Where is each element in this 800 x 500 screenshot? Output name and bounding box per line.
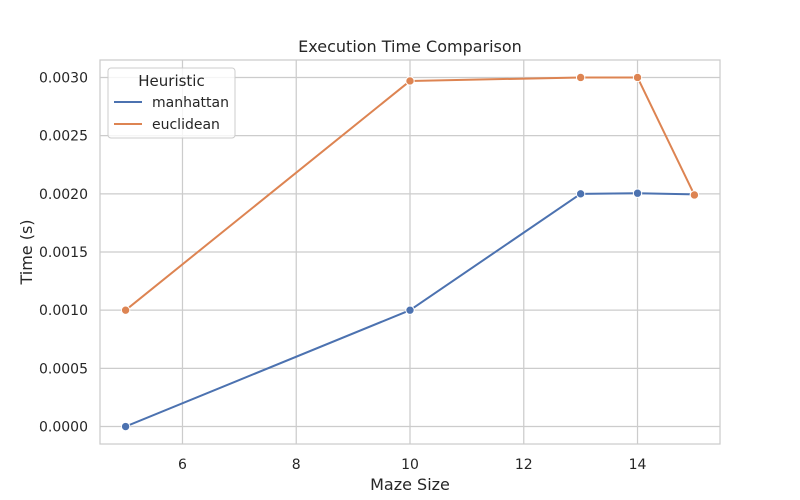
legend-title: Heuristic	[138, 72, 204, 90]
x-tick-label: 8	[292, 457, 301, 473]
euclidean-point	[575, 72, 586, 83]
series-manhattan	[120, 188, 700, 432]
series-layer	[120, 72, 700, 432]
euclidean-point	[632, 72, 643, 83]
x-axis-label: Maze Size	[370, 475, 450, 494]
y-axis-label: Time (s)	[17, 219, 36, 285]
y-tick-label: 0.0005	[39, 361, 88, 377]
euclidean-point	[120, 305, 131, 315]
y-tick-label: 0.0020	[39, 187, 88, 203]
y-tick-label: 0.0025	[39, 129, 88, 145]
x-tick-label: 12	[515, 457, 533, 473]
legend-item-euclidean: euclidean	[114, 117, 220, 133]
x-axis-ticks: 6 8 10 12 14	[178, 457, 647, 473]
y-tick-label: 0.0000	[39, 420, 88, 436]
legend-items: manhattan euclidean	[114, 95, 229, 133]
legend-label: euclidean	[152, 117, 220, 133]
legend-box	[107, 67, 236, 139]
legend-label: manhattan	[152, 95, 229, 111]
manhattan-point	[575, 189, 586, 199]
x-tick-label: 10	[401, 457, 419, 473]
manhattan-point	[632, 188, 643, 198]
euclidean-point	[689, 190, 700, 200]
y-tick-label: 0.0015	[39, 245, 88, 261]
manhattan-point	[120, 421, 131, 432]
y-axis-ticks: 0.0000 0.0005 0.0010 0.0015 0.0020 0.0025 0.00…	[39, 70, 88, 435]
series-euclidean	[120, 72, 700, 315]
chart-title: Execution Time Comparison	[298, 37, 522, 56]
x-tick-label: 14	[629, 457, 647, 473]
legend-item-manhattan: manhattan	[114, 95, 229, 111]
x-tick-label: 6	[178, 457, 187, 473]
euclidean-point	[405, 76, 415, 86]
y-tick-label: 0.0010	[39, 303, 88, 319]
plot-frame	[99, 59, 721, 445]
legend: Heuristic manhattan euclidean	[107, 67, 236, 139]
y-tick-label: 0.0030	[39, 70, 88, 86]
manhattan-point	[405, 305, 415, 315]
